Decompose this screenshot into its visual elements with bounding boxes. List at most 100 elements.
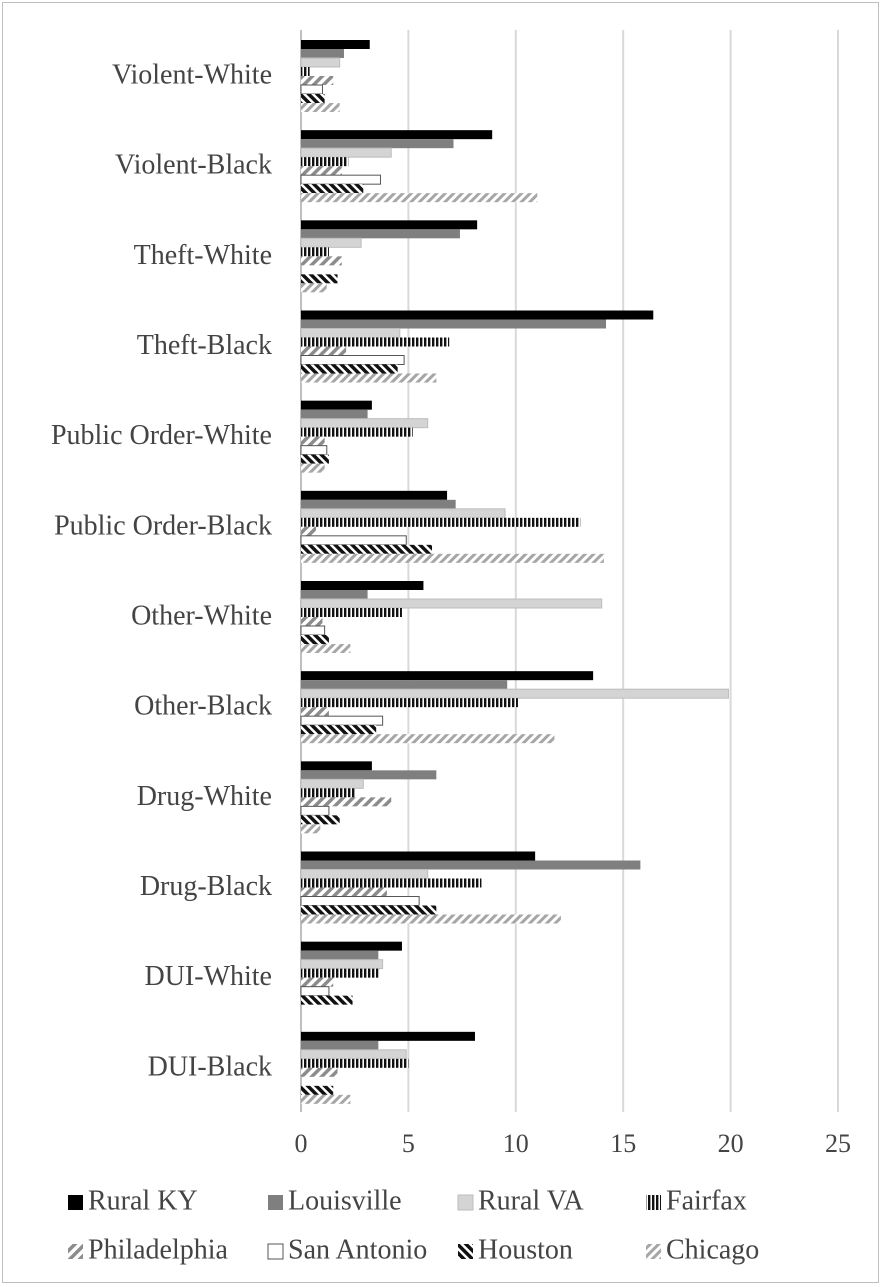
bar-violent-white-chicago: [301, 103, 340, 112]
legend-swatch-san-antonio: [267, 1243, 284, 1260]
bars: [300, 40, 729, 1104]
bar-violent-black-philadelphia: [301, 166, 342, 176]
legend-swatch-rural-ky: [68, 1195, 83, 1210]
bar-public-order-black-philadelphia: [301, 526, 317, 536]
bar-theft-black-rural-ky: [301, 310, 654, 320]
bar-violent-white-houston: [301, 94, 325, 103]
bar-dui-white-san-antonio: [300, 986, 330, 997]
bar-public-order-white-philadelphia: [301, 436, 325, 446]
bar-theft-white-houston: [301, 274, 338, 284]
bar-public-order-black-houston: [301, 544, 433, 554]
bar-violent-black-fairfax: [301, 157, 349, 167]
gridlines: [300, 30, 839, 1112]
legend-label-chicago: Chicago: [666, 1234, 759, 1265]
bar-drug-black-fairfax: [301, 878, 482, 888]
bar-other-black-rural-va: [300, 688, 729, 699]
category-label-public-order-white: Public Order-White: [51, 420, 272, 451]
bar-other-white-rural-va: [300, 598, 603, 609]
bar-drug-white-rural-va: [300, 778, 364, 789]
bar-dui-white-louisville: [301, 950, 379, 960]
category-label-theft-white: Theft-White: [134, 240, 272, 271]
bar-theft-black-rural-va: [300, 328, 401, 338]
bar-public-order-white-louisville: [301, 409, 368, 419]
bar-violent-black-san-antonio: [300, 174, 381, 185]
category-label-other-white: Other-White: [131, 601, 272, 632]
bar-other-black-houston: [301, 725, 377, 735]
bar-violent-white-san-antonio: [300, 84, 323, 95]
legend-label-philadelphia: Philadelphia: [88, 1234, 229, 1265]
legend-swatch-rural-va: [457, 1194, 474, 1211]
bar-theft-white-fairfax: [301, 247, 329, 257]
bar-public-order-white-rural-ky: [301, 400, 372, 410]
bar-drug-white-philadelphia: [301, 797, 392, 807]
bar-dui-black-louisville: [301, 1040, 379, 1050]
bar-public-order-white-chicago: [301, 463, 325, 473]
bar-public-order-black-chicago: [301, 553, 604, 563]
bar-theft-black-chicago: [301, 373, 437, 383]
bar-public-order-white-rural-va: [300, 418, 429, 429]
bar-violent-white-fairfax: [301, 67, 310, 76]
category-label-violent-white: Violent-White: [112, 60, 272, 91]
bar-theft-black-louisville: [301, 319, 607, 329]
bar-theft-black-houston: [301, 364, 398, 374]
bar-dui-black-rural-ky: [301, 1031, 475, 1041]
x-tick-label-15: 15: [610, 1129, 636, 1158]
bar-violent-black-rural-va: [300, 147, 392, 158]
bar-drug-white-rural-ky: [301, 761, 372, 771]
bar-violent-white-louisville: [301, 49, 344, 58]
bar-theft-black-philadelphia: [301, 346, 347, 356]
bar-other-white-houston: [301, 635, 329, 644]
bar-drug-white-chicago: [301, 824, 321, 834]
bar-dui-white-philadelphia: [301, 977, 334, 987]
legend-swatch-louisville: [268, 1195, 283, 1210]
bar-public-order-black-louisville: [301, 499, 456, 509]
legend-swatch-houston: [458, 1244, 473, 1259]
bar-violent-white-rural-va: [300, 57, 341, 68]
bar-violent-black-louisville: [301, 139, 454, 149]
bar-public-order-black-fairfax: [301, 517, 581, 527]
x-axis-ticks: 0 5 10 15 20 25: [295, 1129, 852, 1158]
bar-other-white-rural-ky: [301, 581, 424, 590]
bar-drug-black-san-antonio: [300, 896, 420, 906]
category-label-drug-black: Drug-Black: [140, 871, 272, 902]
bar-dui-black-rural-va: [300, 1049, 407, 1060]
bar-other-black-louisville: [301, 680, 508, 690]
bar-public-order-white-fairfax: [301, 427, 413, 437]
x-tick-label-5: 5: [402, 1129, 415, 1158]
bar-other-black-chicago: [301, 734, 555, 744]
bar-drug-white-houston: [301, 815, 340, 825]
legend-label-rural-ky: Rural KY: [88, 1185, 198, 1216]
legend-label-san-antonio: San Antonio: [288, 1234, 427, 1265]
bar-dui-black-philadelphia: [301, 1067, 338, 1077]
bar-theft-white-rural-ky: [301, 220, 478, 230]
x-tick-label-10: 10: [503, 1129, 529, 1158]
legend-swatch-philadelphia: [68, 1244, 83, 1259]
bar-dui-white-houston: [301, 995, 353, 1005]
legend-swatch-fairfax: [646, 1195, 661, 1210]
category-label-other-black: Other-Black: [134, 691, 272, 722]
bar-public-order-black-san-antonio: [300, 535, 407, 546]
category-labels: Violent-White Violent-Black Theft-White The…: [51, 60, 272, 1083]
bar-other-white-chicago: [301, 644, 351, 653]
bar-other-white-san-antonio: [300, 625, 326, 636]
bar-public-order-white-houston: [301, 454, 329, 464]
category-label-theft-black: Theft-Black: [137, 330, 272, 361]
bar-drug-black-louisville: [301, 860, 641, 870]
bar-other-black-san-antonio: [300, 715, 384, 726]
bar-dui-white-rural-va: [300, 959, 384, 970]
bar-theft-black-fairfax: [301, 337, 450, 347]
bar-other-white-louisville: [301, 590, 368, 599]
bar-drug-black-chicago: [301, 914, 561, 924]
bar-drug-white-fairfax: [301, 788, 355, 798]
bar-dui-black-chicago: [301, 1094, 351, 1104]
bar-violent-black-chicago: [301, 193, 538, 203]
legend-label-fairfax: Fairfax: [666, 1185, 747, 1216]
bar-violent-black-rural-ky: [301, 130, 493, 140]
category-label-violent-black: Violent-Black: [115, 150, 272, 181]
bar-drug-white-louisville: [301, 770, 437, 780]
bar-drug-black-houston: [301, 905, 437, 915]
bar-theft-white-philadelphia: [301, 256, 342, 266]
bar-dui-black-fairfax: [301, 1058, 409, 1068]
